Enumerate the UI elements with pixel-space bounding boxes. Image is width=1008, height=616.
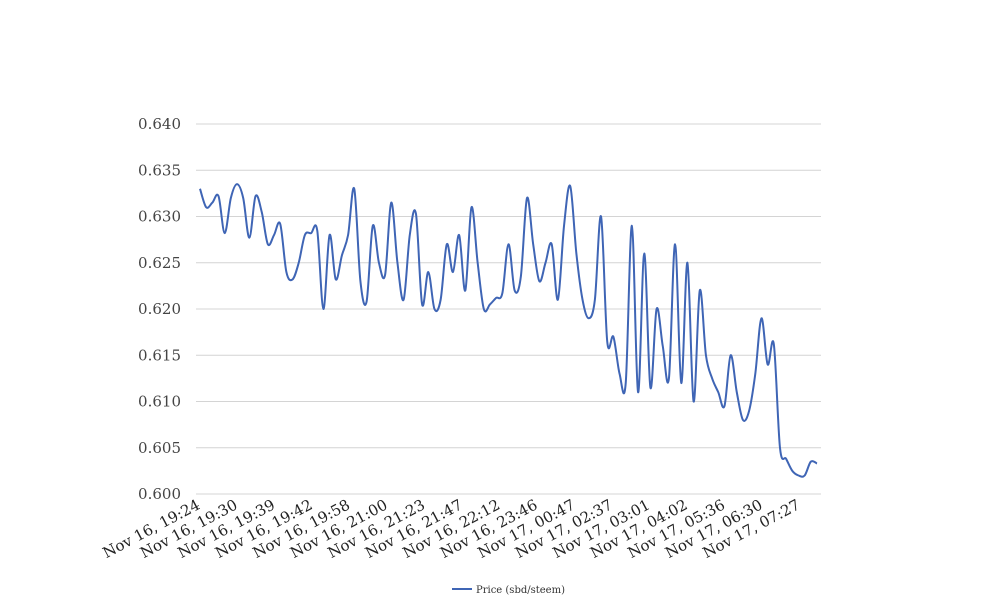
y-tick-label: 0.600 <box>138 485 181 503</box>
y-tick-label: 0.605 <box>138 439 181 457</box>
series-lines <box>199 183 818 478</box>
y-tick-label: 0.620 <box>138 300 181 318</box>
y-tick-label: 0.640 <box>138 115 181 133</box>
legend[interactable]: Price (sbd/steem) <box>452 585 565 596</box>
y-axis-ticks: 0.600 0.605 0.610 0.615 0.620 0.625 0.630 0.635… <box>138 115 181 503</box>
legend-label: Price (sbd/steem) <box>476 585 565 596</box>
series-line-price <box>199 183 818 478</box>
y-tick-label: 0.625 <box>138 254 181 272</box>
grid-lines <box>196 123 821 495</box>
y-tick-label: 0.610 <box>138 393 181 411</box>
y-tick-label: 0.635 <box>138 161 181 179</box>
y-tick-label: 0.615 <box>138 346 181 364</box>
y-tick-label: 0.630 <box>138 208 181 226</box>
